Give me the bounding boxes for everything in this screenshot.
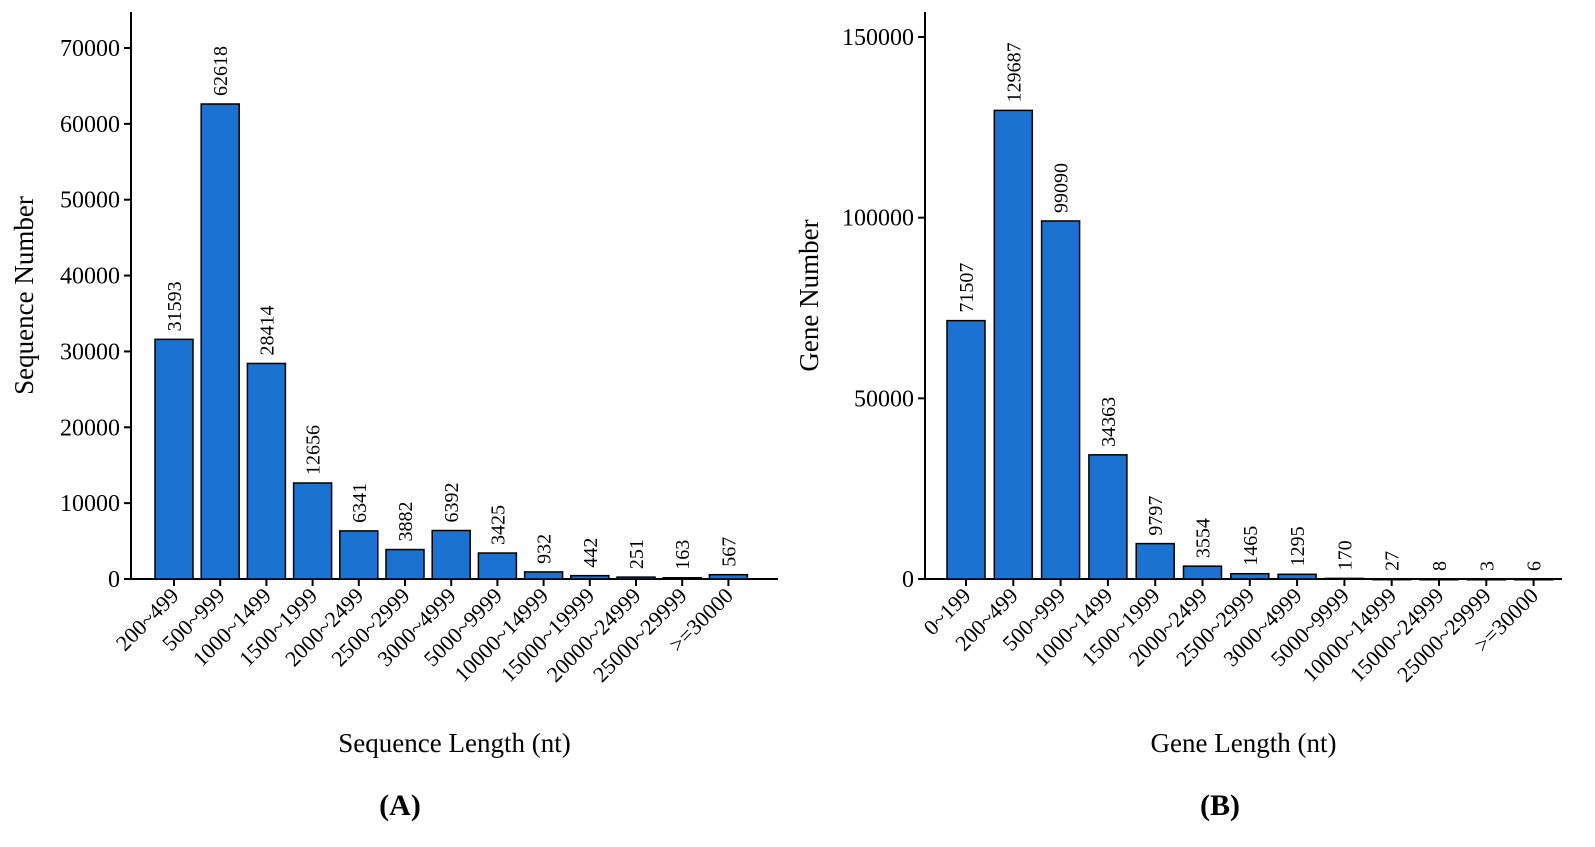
chart-b-value-label: 129687 bbox=[1003, 42, 1025, 102]
chart-a-value-label: 62618 bbox=[210, 46, 232, 96]
chart-a-bar bbox=[523, 571, 564, 580]
chart-a-bar bbox=[616, 576, 656, 580]
chart-a-value-label: 163 bbox=[672, 540, 694, 570]
chart-b-bar bbox=[993, 109, 1034, 580]
chart-b-panel-label: (B) bbox=[1200, 789, 1240, 822]
chart-b-value-label: 27 bbox=[1382, 551, 1404, 571]
chart-b-value-label: 170 bbox=[1334, 540, 1356, 570]
chart-a-bar bbox=[708, 573, 749, 580]
chart-b-value-label: 1295 bbox=[1287, 526, 1309, 566]
chart-a-bar bbox=[431, 529, 471, 580]
chart-a-value-label: 3882 bbox=[395, 502, 417, 542]
chart-b-value-label: 34363 bbox=[1098, 397, 1120, 447]
chart-b-bar bbox=[946, 319, 986, 580]
chart-a-bar bbox=[385, 548, 425, 580]
chart-b-value-label: 3554 bbox=[1193, 518, 1215, 558]
chart-b-bar bbox=[1088, 454, 1128, 580]
chart-b-value-label: 1465 bbox=[1240, 526, 1262, 566]
chart-b-y-tick-label: 50000 bbox=[854, 386, 914, 412]
chart-a-y-tick-label: 70000 bbox=[60, 36, 120, 62]
chart-b-x-axis-title: Gene Length (nt) bbox=[1151, 728, 1337, 758]
chart-a-value-label: 6392 bbox=[441, 483, 463, 523]
chart-a-panel: 0 10000 20000 30000 40000 50000 60000 70000 3159… bbox=[9, 12, 778, 822]
chart-b-value-label: 8 bbox=[1429, 561, 1451, 571]
chart-a-y-tick-label: 40000 bbox=[60, 264, 120, 290]
chart-a-bar bbox=[477, 552, 518, 580]
chart-a-y-axis-title: Sequence Number bbox=[9, 196, 39, 395]
chart-a-y-tick-label: 50000 bbox=[60, 188, 120, 214]
chart-b-value-label: 6 bbox=[1524, 561, 1546, 571]
chart-a-bar bbox=[662, 577, 702, 580]
chart-b-bar bbox=[1182, 565, 1223, 580]
chart-b-y-axis-title: Gene Number bbox=[794, 219, 824, 371]
chart-a-y-tick-label: 30000 bbox=[60, 339, 120, 365]
chart-a-bar bbox=[292, 482, 333, 580]
chart-a-value-label: 12656 bbox=[303, 425, 325, 475]
chart-a-x-axis-title: Sequence Length (nt) bbox=[338, 728, 570, 758]
chart-b-bar bbox=[1040, 220, 1081, 580]
chart-a-value-label: 31593 bbox=[164, 281, 186, 331]
chart-a-value-label: 3425 bbox=[487, 505, 509, 545]
chart-b-bar bbox=[1230, 572, 1270, 580]
chart-a-panel-label: (A) bbox=[379, 789, 421, 822]
chart-a-value-label: 932 bbox=[534, 534, 556, 564]
chart-a-value-label: 567 bbox=[718, 537, 740, 567]
chart-b-panel: 050000100000150000715070~199129687200~49… bbox=[794, 12, 1562, 822]
chart-b-bar bbox=[1135, 542, 1175, 580]
chart-b-value-label: 9797 bbox=[1145, 496, 1167, 536]
chart-a-value-label: 28414 bbox=[256, 305, 278, 355]
chart-b-value-label: 3 bbox=[1476, 561, 1498, 571]
chart-a-y-tick-label: 20000 bbox=[60, 415, 120, 441]
chart-a-value-label: 442 bbox=[580, 538, 602, 568]
chart-a-y-tick-label: 0 bbox=[108, 567, 120, 593]
chart-a-value-label: 251 bbox=[626, 539, 648, 569]
chart-b-value-label: 71507 bbox=[956, 263, 978, 313]
chart-a-bar bbox=[154, 338, 194, 580]
chart-a-bar bbox=[339, 530, 379, 580]
chart-b-y-tick-label: 100000 bbox=[842, 206, 914, 232]
chart-b-value-label: 99090 bbox=[1051, 163, 1073, 213]
chart-a-bar bbox=[570, 574, 610, 580]
chart-a-y-tick-label: 10000 bbox=[60, 491, 120, 517]
chart-b-y-tick-label: 150000 bbox=[842, 25, 914, 51]
chart-a-value-label: 6341 bbox=[349, 483, 371, 523]
chart-a-bar bbox=[246, 362, 287, 580]
chart-b-bar bbox=[1277, 573, 1317, 580]
chart-a-bar bbox=[200, 103, 240, 580]
chart-b-y-tick-label: 0 bbox=[902, 567, 914, 593]
chart-a-y-tick-label: 60000 bbox=[60, 112, 120, 138]
